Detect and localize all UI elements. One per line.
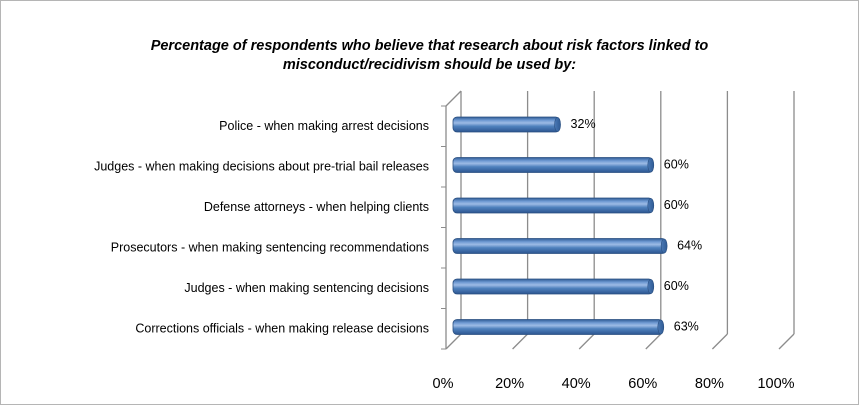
bar: [452, 116, 561, 133]
floor-gridline-80: [711, 333, 728, 350]
x-tick-label: 60%: [628, 376, 657, 392]
floor-gridline-0: [445, 333, 462, 350]
category-label: Corrections officials - when making rele…: [135, 322, 429, 336]
bar-body: [452, 319, 664, 335]
category-label: Prosecutors - when making sentencing rec…: [111, 241, 429, 255]
chart-title-line-2: misconduct/recidivism should be used by:: [282, 57, 577, 73]
x-tick-label: 0%: [433, 376, 454, 392]
category-label: Judges - when making sentencing decision…: [184, 281, 429, 295]
x-tick-label: 40%: [562, 376, 591, 392]
x-tick-label: 20%: [495, 376, 524, 392]
bar-body: [452, 238, 667, 254]
x-tick-label: 80%: [695, 376, 724, 392]
bar-cap: [657, 319, 665, 335]
bar: [452, 238, 668, 254]
chart-title: Percentage of respondents who believe th…: [0, 37, 859, 75]
x-tick-label: 100%: [757, 376, 794, 392]
bar-body: [452, 197, 654, 214]
bar: [452, 319, 665, 335]
data-label: 60%: [664, 158, 689, 172]
bar-body: [452, 157, 654, 173]
data-label: 64%: [677, 239, 702, 253]
bar: [452, 278, 655, 295]
floor-gridline-20: [512, 333, 529, 350]
floor-gridline-40: [578, 333, 595, 350]
bar-cap: [647, 279, 655, 294]
category-label: Police - when making arrest decisions: [219, 119, 429, 133]
bar-cap: [647, 157, 655, 173]
bar: [452, 197, 655, 214]
data-label: 63%: [674, 320, 699, 334]
floor-gridline-60: [645, 333, 662, 350]
data-label: 60%: [664, 198, 689, 212]
data-label: 60%: [664, 279, 689, 293]
x-axis: 0% 20% 40% 60% 80% 100%: [433, 376, 795, 392]
bars: [452, 116, 668, 335]
value-labels: 32% 60% 60% 64% 60% 63%: [571, 117, 703, 334]
bar-body: [452, 116, 560, 133]
data-label: 32%: [571, 117, 596, 131]
chart-title-line-1: Percentage of respondents who believe th…: [150, 38, 709, 54]
bar-body: [452, 278, 654, 295]
floor-gridline-100: [778, 333, 795, 350]
bar: [452, 157, 655, 173]
category-labels: Police - when making arrest decisions Jud…: [94, 119, 429, 336]
category-label: Judges - when making decisions about pre…: [94, 160, 429, 174]
bar-cap: [660, 238, 668, 254]
left-wall-top: [445, 90, 462, 107]
bar-cap: [647, 198, 655, 213]
bar-cap: [554, 117, 561, 132]
category-label: Defense attorneys - when helping clients: [204, 200, 429, 214]
